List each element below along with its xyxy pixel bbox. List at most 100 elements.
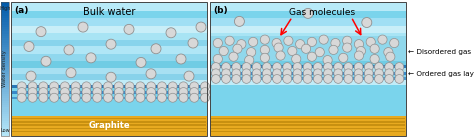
- Bar: [12, 121, 206, 123]
- Bar: [12, 124, 206, 126]
- Bar: [1, 6, 9, 9]
- Circle shape: [188, 38, 198, 48]
- Circle shape: [211, 69, 220, 78]
- Circle shape: [313, 75, 322, 83]
- Circle shape: [313, 63, 322, 71]
- Circle shape: [39, 87, 48, 97]
- Bar: [1, 56, 9, 58]
- Bar: [1, 44, 9, 47]
- Circle shape: [237, 40, 246, 49]
- Bar: [11, 18, 207, 26]
- Circle shape: [283, 63, 292, 71]
- Bar: [1, 22, 9, 25]
- Circle shape: [82, 82, 91, 91]
- Circle shape: [60, 87, 69, 97]
- Bar: [211, 118, 405, 119]
- Circle shape: [323, 55, 332, 65]
- Circle shape: [64, 45, 74, 55]
- Circle shape: [288, 46, 297, 56]
- Bar: [11, 2, 207, 136]
- Circle shape: [246, 48, 256, 57]
- Bar: [1, 9, 9, 11]
- Circle shape: [190, 87, 199, 97]
- Circle shape: [125, 93, 134, 102]
- Circle shape: [276, 51, 285, 60]
- Text: (b): (b): [213, 6, 228, 15]
- Circle shape: [17, 93, 26, 102]
- Circle shape: [71, 87, 80, 97]
- Circle shape: [82, 93, 91, 102]
- Bar: [1, 35, 9, 38]
- Circle shape: [313, 69, 322, 78]
- Circle shape: [395, 75, 404, 83]
- Bar: [1, 73, 9, 76]
- Circle shape: [36, 27, 46, 37]
- Bar: [11, 40, 207, 47]
- Circle shape: [103, 93, 112, 102]
- Circle shape: [103, 82, 112, 91]
- Circle shape: [235, 16, 245, 26]
- Circle shape: [24, 41, 34, 51]
- Bar: [11, 33, 207, 40]
- Circle shape: [151, 44, 161, 54]
- Circle shape: [125, 82, 134, 91]
- Bar: [11, 61, 207, 68]
- Circle shape: [28, 93, 37, 102]
- Circle shape: [303, 63, 312, 71]
- Circle shape: [263, 75, 271, 83]
- Circle shape: [219, 46, 228, 56]
- Bar: [1, 125, 9, 127]
- Bar: [1, 71, 9, 74]
- Bar: [210, 26, 406, 33]
- Circle shape: [157, 82, 166, 91]
- Circle shape: [370, 54, 379, 64]
- Circle shape: [334, 75, 343, 83]
- Circle shape: [93, 82, 102, 91]
- Bar: [1, 47, 9, 49]
- Circle shape: [211, 75, 220, 83]
- Circle shape: [225, 36, 234, 45]
- Circle shape: [344, 69, 353, 78]
- Circle shape: [166, 28, 176, 38]
- Circle shape: [136, 82, 145, 91]
- Circle shape: [50, 82, 59, 91]
- Circle shape: [324, 69, 332, 78]
- Bar: [1, 129, 9, 132]
- Circle shape: [273, 63, 282, 71]
- Circle shape: [125, 87, 134, 97]
- Bar: [211, 131, 405, 132]
- Circle shape: [201, 93, 210, 102]
- Bar: [210, 11, 406, 18]
- Circle shape: [146, 87, 155, 97]
- Text: Bulk water: Bulk water: [83, 7, 135, 17]
- Circle shape: [201, 82, 210, 91]
- Circle shape: [252, 63, 261, 71]
- Circle shape: [190, 93, 199, 102]
- Circle shape: [28, 82, 37, 91]
- Circle shape: [260, 45, 270, 55]
- Text: High: High: [0, 6, 11, 11]
- Circle shape: [354, 75, 363, 83]
- Bar: [210, 79, 406, 85]
- Circle shape: [146, 69, 156, 79]
- Circle shape: [71, 93, 80, 102]
- Circle shape: [307, 52, 317, 61]
- Circle shape: [274, 43, 283, 52]
- Bar: [1, 60, 9, 63]
- Bar: [1, 58, 9, 60]
- Bar: [210, 36, 406, 61]
- Circle shape: [196, 22, 206, 32]
- Circle shape: [168, 82, 177, 91]
- Circle shape: [343, 43, 352, 52]
- Circle shape: [222, 69, 230, 78]
- Bar: [210, 65, 406, 68]
- Circle shape: [355, 51, 364, 60]
- Circle shape: [283, 75, 292, 83]
- Circle shape: [168, 87, 177, 97]
- Bar: [1, 27, 9, 29]
- Circle shape: [60, 82, 69, 91]
- Bar: [1, 42, 9, 45]
- Bar: [1, 53, 9, 56]
- Bar: [1, 2, 9, 136]
- Circle shape: [71, 82, 80, 91]
